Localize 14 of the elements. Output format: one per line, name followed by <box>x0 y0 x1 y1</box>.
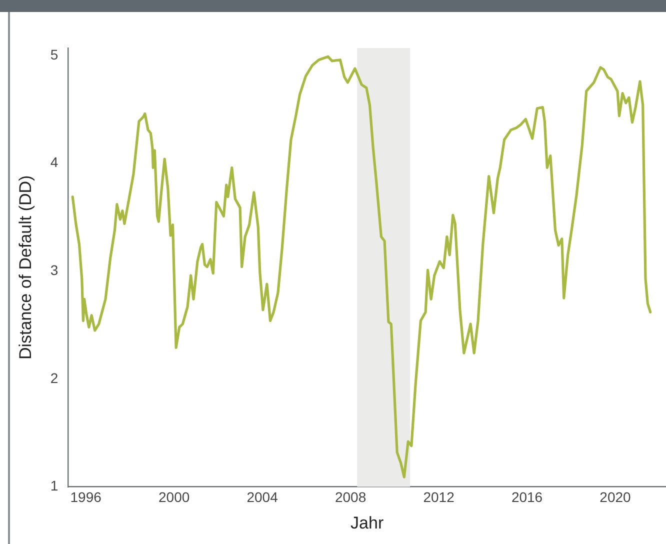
y-tick-label: 3 <box>50 262 58 278</box>
x-tick-label: 2020 <box>600 489 632 506</box>
x-tick-label: 2004 <box>246 489 278 506</box>
y-axis-title: Distance of Default (DD) <box>16 175 35 360</box>
x-tick-label: 2012 <box>423 489 455 506</box>
y-tick-label: 1 <box>50 478 58 494</box>
y-tick-label: 4 <box>50 154 58 170</box>
x-tick-label: 2008 <box>334 489 366 506</box>
x-tick-label: 1996 <box>70 489 102 506</box>
x-tick-label: 2016 <box>511 489 543 506</box>
y-tick-label: 2 <box>50 370 58 386</box>
x-axis-title: Jahr <box>350 513 384 532</box>
y-tick-label: 5 <box>50 46 58 62</box>
x-tick-label: 2000 <box>158 489 190 506</box>
